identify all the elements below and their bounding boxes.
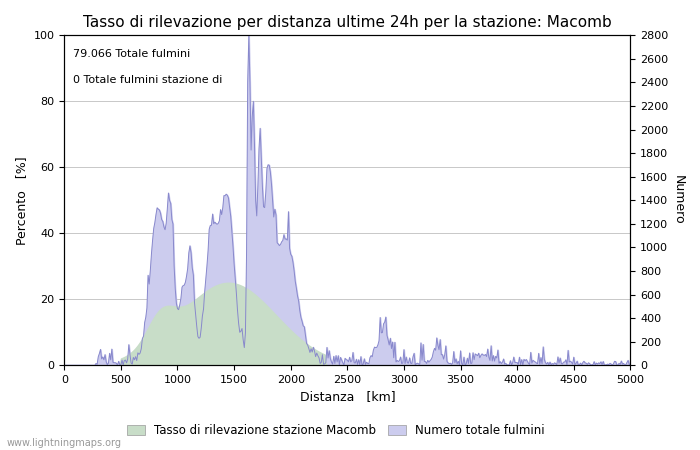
X-axis label: Distanza   [km]: Distanza [km] [300, 391, 395, 404]
Legend: Tasso di rilevazione stazione Macomb, Numero totale fulmini: Tasso di rilevazione stazione Macomb, Nu… [122, 419, 550, 442]
Text: 79.066 Totale fulmini: 79.066 Totale fulmini [73, 49, 190, 58]
Title: Tasso di rilevazione per distanza ultime 24h per la stazione: Macomb: Tasso di rilevazione per distanza ultime… [83, 15, 612, 30]
Text: 0 Totale fulmini stazione di: 0 Totale fulmini stazione di [73, 75, 222, 85]
Y-axis label: Percento   [%]: Percento [%] [15, 156, 28, 245]
Y-axis label: Numero: Numero [672, 176, 685, 225]
Text: www.lightningmaps.org: www.lightningmaps.org [7, 438, 122, 448]
